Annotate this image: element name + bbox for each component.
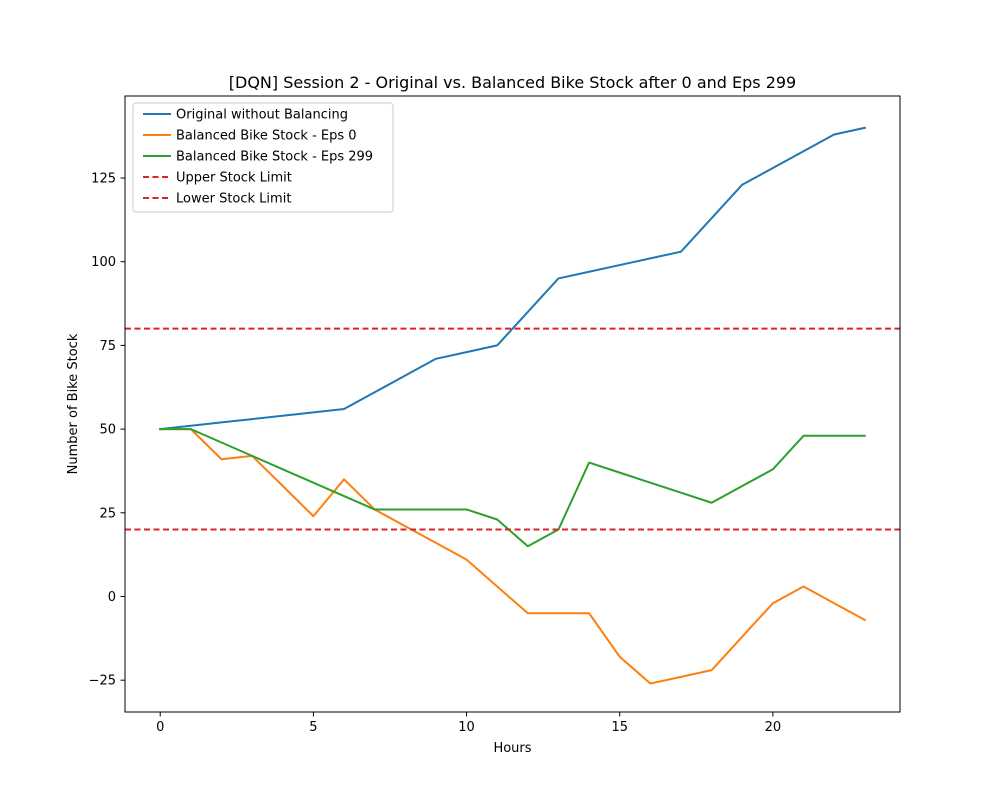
x-tick-label: 10	[458, 720, 475, 735]
x-tick-label: 20	[765, 720, 782, 735]
legend-label-upper-stock-limit: Upper Stock Limit	[176, 171, 292, 186]
chart-title: [DQN] Session 2 - Original vs. Balanced …	[229, 73, 796, 92]
series-line-balanced-bike-stock-eps-299	[159, 428, 866, 548]
series-line-original-without-balancing	[159, 126, 866, 431]
y-tick-label: 50	[99, 423, 116, 438]
legend-label-original-without-balancing: Original without Balancing	[176, 108, 348, 123]
legend-box	[132, 102, 394, 213]
y-tick-label: 100	[91, 255, 116, 270]
x-tick-label: 0	[156, 720, 164, 735]
x-tick-label: 15	[611, 720, 628, 735]
y-tick-label: 25	[99, 506, 116, 521]
y-tick-label: 75	[99, 339, 116, 354]
y-tick-label: −25	[89, 674, 116, 689]
series-line-balanced-bike-stock-eps-0	[159, 428, 867, 685]
axes-frame	[124, 95, 901, 713]
legend: Original without Balancing Balanced Bike …	[132, 102, 394, 213]
x-tick-label: 5	[309, 720, 317, 735]
legend-label-balanced-bike-stock-eps-0: Balanced Bike Stock - Eps 0	[176, 129, 357, 144]
plot-area: 0 5 10 15 20 −25 0 25 50 75 100 125	[89, 95, 901, 735]
x-axis-label: Hours	[493, 741, 531, 756]
legend-label-lower-stock-limit: Lower Stock Limit	[176, 192, 291, 207]
y-tick-label: 0	[108, 590, 116, 605]
legend-label-balanced-bike-stock-eps-299: Balanced Bike Stock - Eps 299	[176, 150, 373, 165]
y-tick-label: 125	[91, 172, 116, 187]
y-axis-label: Number of Bike Stock	[66, 333, 81, 474]
